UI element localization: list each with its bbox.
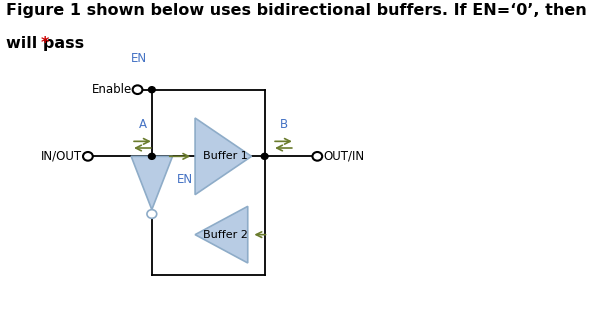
Text: B: B [280,118,287,131]
Polygon shape [195,118,251,195]
Circle shape [313,152,322,161]
Text: Figure 1 shown below uses bidirectional buffers. If EN=‘0’, then the data: Figure 1 shown below uses bidirectional … [6,3,590,18]
Circle shape [147,210,157,218]
Text: Buffer 2: Buffer 2 [203,229,248,240]
Polygon shape [195,206,248,263]
Text: EN: EN [177,173,193,186]
Text: will pass: will pass [6,36,90,51]
Polygon shape [131,156,172,210]
Text: IN/OUT: IN/OUT [41,150,82,163]
Circle shape [133,85,142,94]
Text: *: * [41,36,49,51]
Circle shape [261,153,268,159]
Text: Enable: Enable [91,83,132,96]
Circle shape [149,87,155,93]
Text: EN: EN [132,52,148,65]
Text: Buffer 1: Buffer 1 [203,151,248,161]
Circle shape [149,153,155,159]
Text: OUT/IN: OUT/IN [323,150,364,163]
Text: A: A [139,118,146,131]
Circle shape [83,152,93,161]
